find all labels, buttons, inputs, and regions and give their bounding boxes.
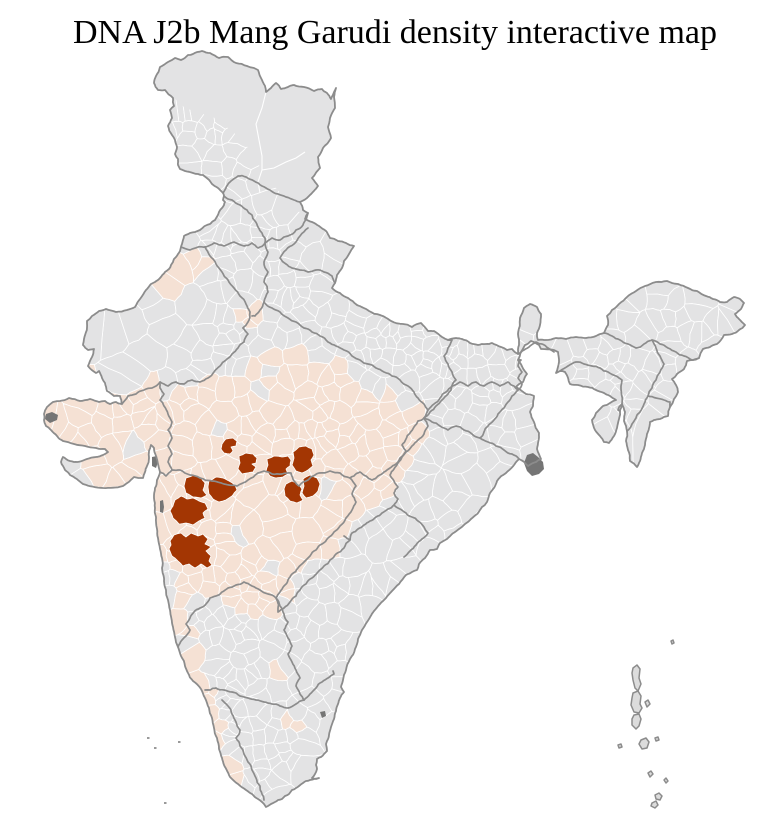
svg-text:DNA J2b Mang Garudi density in: DNA J2b Mang Garudi density interactive …	[73, 14, 717, 51]
